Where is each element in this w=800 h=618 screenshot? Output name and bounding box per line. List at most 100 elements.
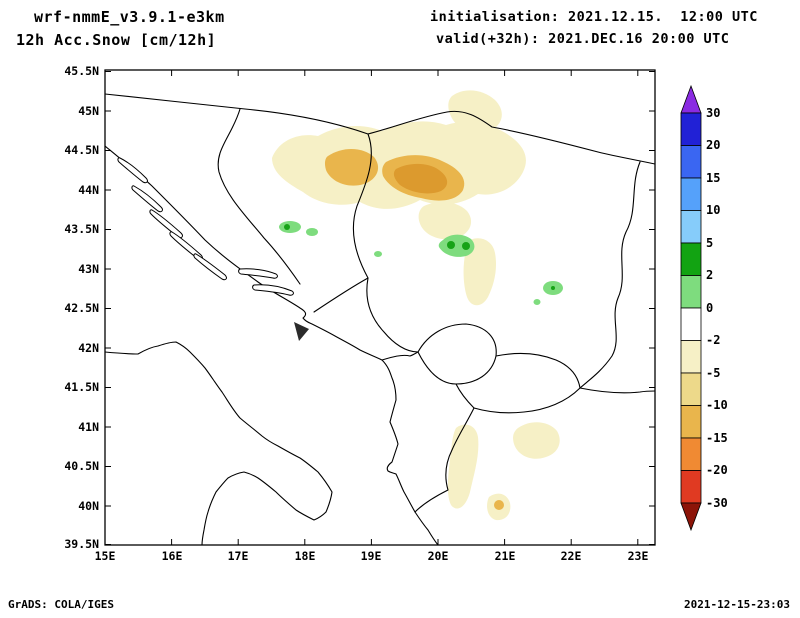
colorbar-label: 30 (706, 106, 720, 120)
colorbar-label: -2 (706, 333, 720, 347)
patch-pale-yellow-top (448, 90, 502, 134)
lat-axis: 45.5N 45N 44.5N 44N 43.5N 43N 42.5N 42N … (64, 64, 99, 551)
border-serbia-bulgaria (579, 161, 641, 389)
colorbar-segment (680, 307, 702, 341)
patch-orange-west-blob (324, 148, 379, 186)
creation-timestamp: 2021-12-15-23:03 (684, 598, 790, 611)
patch-pale-yellow-mid (418, 201, 472, 240)
colorbar-segment (680, 242, 702, 276)
colorbar-bottom-arrow (680, 502, 702, 532)
colorbar-label: -10 (706, 398, 728, 412)
colorbar-segment (680, 470, 702, 504)
border-macedonia-north (495, 352, 581, 389)
valid-time: valid(+32h): 2021.DEC.16 20:00 UTC (436, 31, 730, 47)
colorbar-label: 5 (706, 236, 713, 250)
patch-green-bosnia-2 (306, 228, 318, 236)
coastline-italy (105, 341, 333, 545)
colorbar-segment (680, 112, 702, 146)
lat-tick-label: 44.5N (64, 143, 99, 157)
colorbar-label: -5 (706, 366, 720, 380)
lon-tick-label: 19E (361, 549, 382, 563)
lon-tick-label: 21E (495, 549, 516, 563)
colorbar: 30 20 15 10 5 2 0 -2 -5 -10 -15 -20 -30 (680, 84, 728, 532)
colorbar-label: -15 (706, 431, 728, 445)
colorbar-segment (680, 177, 702, 211)
border-sava-north (105, 93, 369, 135)
border-macedonia-albania (455, 383, 475, 409)
colorbar-label: 10 (706, 203, 720, 217)
patch-darkgreen-bosnia-dot (284, 224, 290, 230)
border-greece-bulgaria (579, 387, 655, 394)
colorbar-segment (680, 275, 702, 309)
grads-credit: GrADS: COLA/IGES (8, 598, 114, 611)
colorbar-label: 2 (706, 268, 713, 282)
map-lines-layer (105, 93, 655, 545)
border-albania-greece (414, 407, 475, 513)
lon-tick-label: 17E (228, 549, 249, 563)
colorbar-top-arrow (680, 84, 702, 114)
patch-orange-core (393, 163, 448, 194)
lon-tick-label: 23E (628, 549, 649, 563)
colorbar-segment (680, 437, 702, 471)
border-montenegro-albania (381, 351, 419, 361)
lat-tick-label: 45N (78, 104, 99, 118)
lat-tick-label: 40N (78, 499, 99, 513)
lat-tick-label: 41.5N (64, 380, 99, 394)
patch-darkgreen-serbia-dot-2 (462, 242, 470, 250)
initialisation-time: initialisation: 2021.12.15. 12:00 UTC (430, 9, 758, 25)
snow-shading-layer (272, 90, 563, 521)
lat-tick-label: 44N (78, 183, 99, 197)
patch-green-serbia-blob (438, 234, 475, 257)
lat-tick-label: 43N (78, 262, 99, 276)
island-1 (117, 157, 148, 184)
island-5 (193, 253, 227, 281)
colorbar-segment (680, 405, 702, 439)
border-danube-east (367, 110, 655, 165)
patch-pale-yellow-south-stripe (447, 424, 479, 509)
variable-title: 12h Acc.Snow [cm/12h] (16, 31, 217, 49)
colorbar-label: -30 (706, 496, 728, 510)
colorbar-label: -20 (706, 463, 728, 477)
lon-tick-label: 18E (295, 549, 316, 563)
lon-tick-label: 15E (95, 549, 116, 563)
patch-darkgreen-serbia-dot-1 (447, 241, 455, 249)
lat-tick-label: 39.5N (64, 537, 99, 551)
colorbar-label: 15 (706, 171, 720, 185)
lon-tick-label: 16E (162, 549, 183, 563)
lat-tick-label: 42.5N (64, 301, 99, 315)
model-title: wrf-nmmE_v3.9.1-e3km (34, 8, 225, 26)
colorbar-label: 20 (706, 138, 720, 152)
island-7 (252, 284, 294, 296)
patch-green-small-2 (533, 299, 541, 305)
patch-orange-south-dot (494, 500, 504, 510)
border-macedonia-greece (473, 387, 581, 414)
border-montenegro-north (313, 277, 369, 313)
border-kosovo (417, 323, 497, 385)
axis-ticks (104, 70, 655, 545)
lat-tick-label: 40.5N (64, 459, 99, 473)
lat-tick-label: 42N (78, 341, 99, 355)
lon-tick-label: 20E (428, 549, 449, 563)
lon-tick-label: 22E (561, 549, 582, 563)
lat-tick-label: 43.5N (64, 222, 99, 236)
patch-pale-yellow-kosovo-stripe (463, 238, 497, 306)
map-frame (104, 69, 656, 546)
patch-darkgreen-east-dot (551, 286, 555, 290)
colorbar-segment (680, 210, 702, 244)
colorbar-label: 0 (706, 301, 713, 315)
patch-green-small-1 (374, 251, 382, 257)
colorbar-segment (680, 372, 702, 406)
border-croatia-bosnia (217, 108, 301, 285)
island-3 (149, 209, 183, 239)
patch-pale-yellow-southeast (513, 422, 560, 459)
lat-tick-label: 45.5N (64, 64, 99, 78)
lon-axis: 15E 16E 17E 18E 19E 20E 21E 22E 23E (95, 549, 649, 563)
colorbar-segment (680, 145, 702, 179)
island-6 (238, 268, 278, 279)
island-2 (131, 185, 163, 213)
boka-bay-shape (294, 322, 309, 341)
colorbar-segment (680, 340, 702, 374)
lat-tick-label: 41N (78, 420, 99, 434)
